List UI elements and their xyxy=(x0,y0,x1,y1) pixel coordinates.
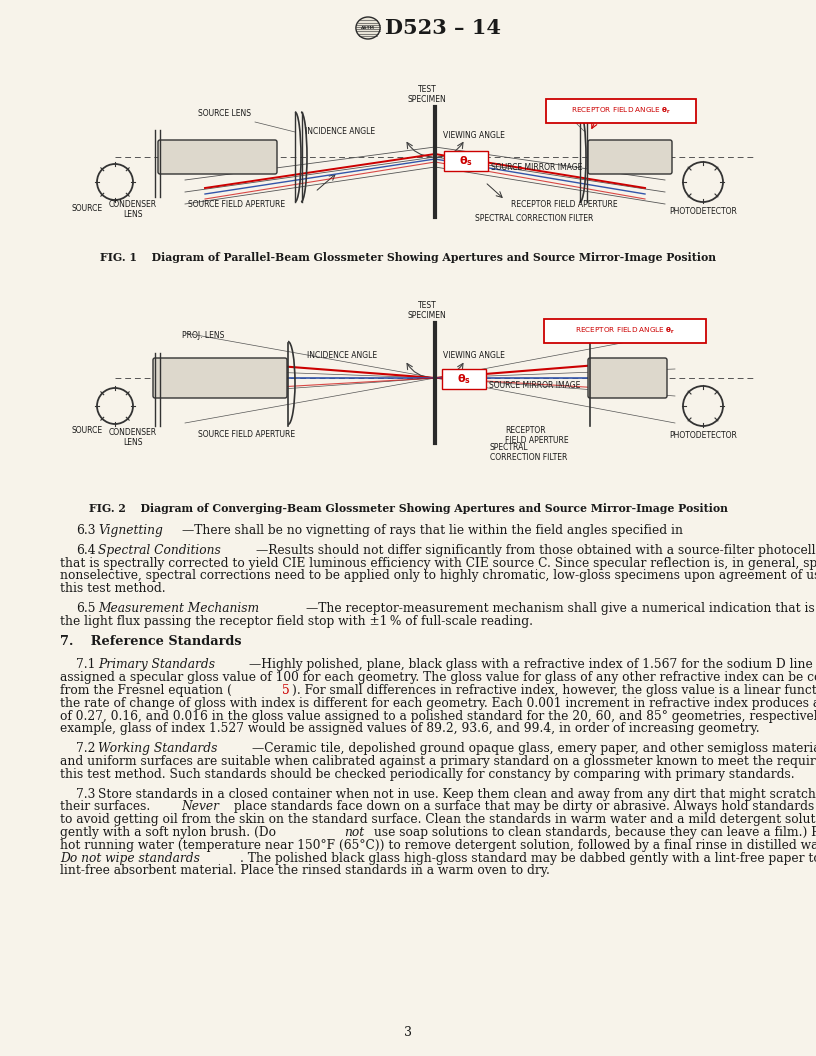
Text: —There shall be no vignetting of rays that lie within the field angles specified: —There shall be no vignetting of rays th… xyxy=(182,524,686,538)
Text: VIEWING ANGLE: VIEWING ANGLE xyxy=(443,131,505,139)
Text: 7.  Reference Standards: 7. Reference Standards xyxy=(60,635,242,647)
Text: COLLECTOR
LENS: COLLECTOR LENS xyxy=(599,321,645,340)
Text: this test method.: this test method. xyxy=(60,582,166,596)
Text: TEST
SPECIMEN: TEST SPECIMEN xyxy=(408,84,446,103)
Text: place standards face down on a surface that may be dirty or abrasive. Always hol: place standards face down on a surface t… xyxy=(230,800,816,813)
Text: the rate of change of gloss with index is different for each geometry. Each 0.00: the rate of change of gloss with index i… xyxy=(60,697,816,710)
FancyBboxPatch shape xyxy=(546,99,696,122)
Text: use soap solutions to clean standards, because they can leave a film.) Rinse sta: use soap solutions to clean standards, b… xyxy=(370,826,816,840)
Text: TEST
SPECIMEN: TEST SPECIMEN xyxy=(408,301,446,320)
FancyBboxPatch shape xyxy=(158,140,277,174)
FancyBboxPatch shape xyxy=(442,369,486,389)
Text: the light flux passing the receptor field stop with ±1 % of full-scale reading.: the light flux passing the receptor fiel… xyxy=(60,615,533,628)
Text: —Results should not differ significantly from those obtained with a source-filte: —Results should not differ significantly… xyxy=(256,544,816,557)
Text: that is spectrally corrected to yield CIE luminous efficiency with CIE source C.: that is spectrally corrected to yield CI… xyxy=(60,557,816,569)
Text: from the Fresnel equation (: from the Fresnel equation ( xyxy=(60,684,232,697)
Text: RECEPTOR FIELD APERTURE: RECEPTOR FIELD APERTURE xyxy=(511,200,618,209)
Text: ASTM: ASTM xyxy=(361,26,375,30)
Text: example, glass of index 1.527 would be assigned values of 89.2, 93.6, and 99.4, : example, glass of index 1.527 would be a… xyxy=(60,722,760,735)
Text: gently with a soft nylon brush. (Do: gently with a soft nylon brush. (Do xyxy=(60,826,280,840)
Text: lint-free absorbent material. Place the rinsed standards in a warm oven to dry.: lint-free absorbent material. Place the … xyxy=(60,865,550,878)
FancyBboxPatch shape xyxy=(544,319,706,343)
FancyBboxPatch shape xyxy=(444,151,488,171)
Text: PHOTODETECTOR: PHOTODETECTOR xyxy=(669,431,737,440)
Text: INCIDENCE ANGLE: INCIDENCE ANGLE xyxy=(307,352,377,360)
Text: SPECTRAL
CORRECTION FILTER: SPECTRAL CORRECTION FILTER xyxy=(490,444,567,463)
Text: SOURCE: SOURCE xyxy=(72,204,103,213)
Text: 6.4: 6.4 xyxy=(76,544,95,557)
Text: SOURCE: SOURCE xyxy=(72,426,103,435)
Text: SOURCE FIELD APERTURE: SOURCE FIELD APERTURE xyxy=(188,200,285,209)
Text: 5: 5 xyxy=(282,684,290,697)
Text: of 0.27, 0.16, and 0.016 in the gloss value assigned to a polished standard for : of 0.27, 0.16, and 0.016 in the gloss va… xyxy=(60,710,816,722)
Text: this test method. Such standards should be checked periodically for constancy by: this test method. Such standards should … xyxy=(60,768,795,780)
Text: —Highly polished, plane, black glass with a refractive index of 1.567 for the so: —Highly polished, plane, black glass wit… xyxy=(249,658,816,672)
Text: 7.1: 7.1 xyxy=(76,658,95,672)
Text: 6.5: 6.5 xyxy=(76,602,95,615)
Text: hot running water (temperature near 150°F (65°C)) to remove detergent solution, : hot running water (temperature near 150°… xyxy=(60,838,816,852)
Text: D523 – 14: D523 – 14 xyxy=(385,18,501,38)
Text: 7.3: 7.3 xyxy=(76,788,95,800)
Text: Vignetting: Vignetting xyxy=(98,524,163,538)
Text: PROJ. LENS: PROJ. LENS xyxy=(182,331,224,340)
Text: FIG. 2  Diagram of Converging-Beam Glossmeter Showing Apertures and Source Mirro: FIG. 2 Diagram of Converging-Beam Glossm… xyxy=(89,503,727,514)
Text: Never: Never xyxy=(181,800,220,813)
Text: $\bf\theta_s$: $\bf\theta_s$ xyxy=(457,372,471,385)
Text: . The polished black glass high-gloss standard may be dabbed gently with a lint-: . The polished black glass high-gloss st… xyxy=(241,852,816,865)
FancyBboxPatch shape xyxy=(153,358,287,398)
Text: ). For small differences in refractive index, however, the gloss value is a line: ). For small differences in refractive i… xyxy=(292,684,816,697)
Text: SOURCE MIRROR IMAGE: SOURCE MIRROR IMAGE xyxy=(491,163,583,171)
Text: and uniform surfaces are suitable when calibrated against a primary standard on : and uniform surfaces are suitable when c… xyxy=(60,755,816,768)
Text: Measurement Mechanism: Measurement Mechanism xyxy=(98,602,259,615)
Text: CONDENSER
LENS: CONDENSER LENS xyxy=(109,200,157,220)
Text: 6.3: 6.3 xyxy=(76,524,95,538)
Text: CONDENSER
LENS: CONDENSER LENS xyxy=(109,428,157,448)
Text: FIG. 1  Diagram of Parallel-Beam Glossmeter Showing Apertures and Source Mirror-: FIG. 1 Diagram of Parallel-Beam Glossmet… xyxy=(100,252,716,263)
Text: SOURCE FIELD APERTURE: SOURCE FIELD APERTURE xyxy=(197,430,295,439)
Text: RECEPTOR FIELD ANGLE $\bf\theta_r$: RECEPTOR FIELD ANGLE $\bf\theta_r$ xyxy=(571,106,672,116)
Text: to avoid getting oil from the skin on the standard surface. Clean the standards : to avoid getting oil from the skin on th… xyxy=(60,813,816,826)
Ellipse shape xyxy=(356,17,380,39)
Text: VIEWING ANGLE: VIEWING ANGLE xyxy=(443,352,505,360)
Text: nonselective, spectral corrections need to be applied only to highly chromatic, : nonselective, spectral corrections need … xyxy=(60,569,816,583)
Text: INCIDENCE ANGLE: INCIDENCE ANGLE xyxy=(305,128,375,136)
Text: Do not wipe standards: Do not wipe standards xyxy=(60,852,200,865)
Text: Working Standards: Working Standards xyxy=(98,742,217,755)
Text: 3: 3 xyxy=(404,1026,412,1039)
Text: SPECTRAL CORRECTION FILTER: SPECTRAL CORRECTION FILTER xyxy=(475,214,593,223)
Text: RECEPTOR FIELD ANGLE $\bf\theta_r$: RECEPTOR FIELD ANGLE $\bf\theta_r$ xyxy=(574,326,675,336)
FancyBboxPatch shape xyxy=(588,358,667,398)
FancyBboxPatch shape xyxy=(588,140,672,174)
Text: —Ceramic tile, depolished ground opaque glass, emery paper, and other semigloss : —Ceramic tile, depolished ground opaque … xyxy=(252,742,816,755)
Text: their surfaces.: their surfaces. xyxy=(60,800,154,813)
Text: —The receptor-measurement mechanism shall give a numerical indication that is pr: —The receptor-measurement mechanism shal… xyxy=(306,602,816,615)
Text: Store standards in a closed container when not in use. Keep them clean and away : Store standards in a closed container wh… xyxy=(98,788,816,800)
Text: assigned a specular gloss value of 100 for each geometry. The gloss value for gl: assigned a specular gloss value of 100 f… xyxy=(60,672,816,684)
Text: SOURCE LENS: SOURCE LENS xyxy=(198,109,251,118)
Text: RECEPTOR LENS: RECEPTOR LENS xyxy=(568,109,630,118)
Text: $\bf\theta_s$: $\bf\theta_s$ xyxy=(459,154,473,168)
Text: not: not xyxy=(344,826,364,840)
Text: 7.2: 7.2 xyxy=(76,742,95,755)
Text: PHOTODETECTOR: PHOTODETECTOR xyxy=(669,207,737,216)
Text: RECEPTOR
FIELD APERTURE: RECEPTOR FIELD APERTURE xyxy=(505,426,569,446)
Text: Spectral Conditions: Spectral Conditions xyxy=(98,544,221,557)
Text: SOURCE MIRROR IMAGE: SOURCE MIRROR IMAGE xyxy=(489,381,580,391)
Text: Primary Standards: Primary Standards xyxy=(98,658,215,672)
